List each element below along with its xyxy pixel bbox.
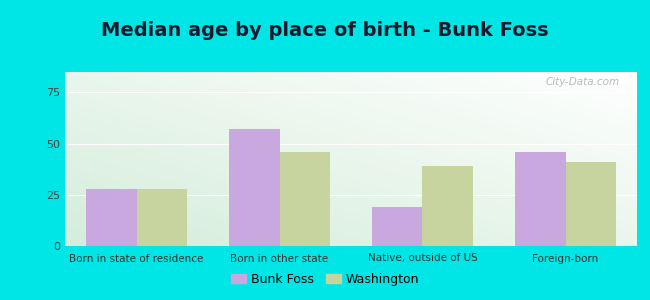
Text: Median age by place of birth - Bunk Foss: Median age by place of birth - Bunk Foss bbox=[101, 21, 549, 40]
Text: City-Data.com: City-Data.com bbox=[546, 77, 620, 87]
Bar bbox=[280, 152, 330, 246]
Legend: Bunk Foss, Washington: Bunk Foss, Washington bbox=[226, 268, 424, 291]
Bar bbox=[515, 152, 566, 246]
Bar bbox=[422, 166, 473, 246]
Bar bbox=[229, 129, 280, 246]
Bar bbox=[136, 189, 187, 246]
Bar bbox=[372, 207, 423, 246]
Bar bbox=[566, 162, 616, 246]
Bar bbox=[86, 189, 136, 246]
Text: Born in other state: Born in other state bbox=[231, 254, 328, 263]
Text: Foreign-born: Foreign-born bbox=[532, 254, 599, 263]
Text: Born in state of residence: Born in state of residence bbox=[70, 254, 203, 263]
Text: Native, outside of US: Native, outside of US bbox=[368, 254, 477, 263]
